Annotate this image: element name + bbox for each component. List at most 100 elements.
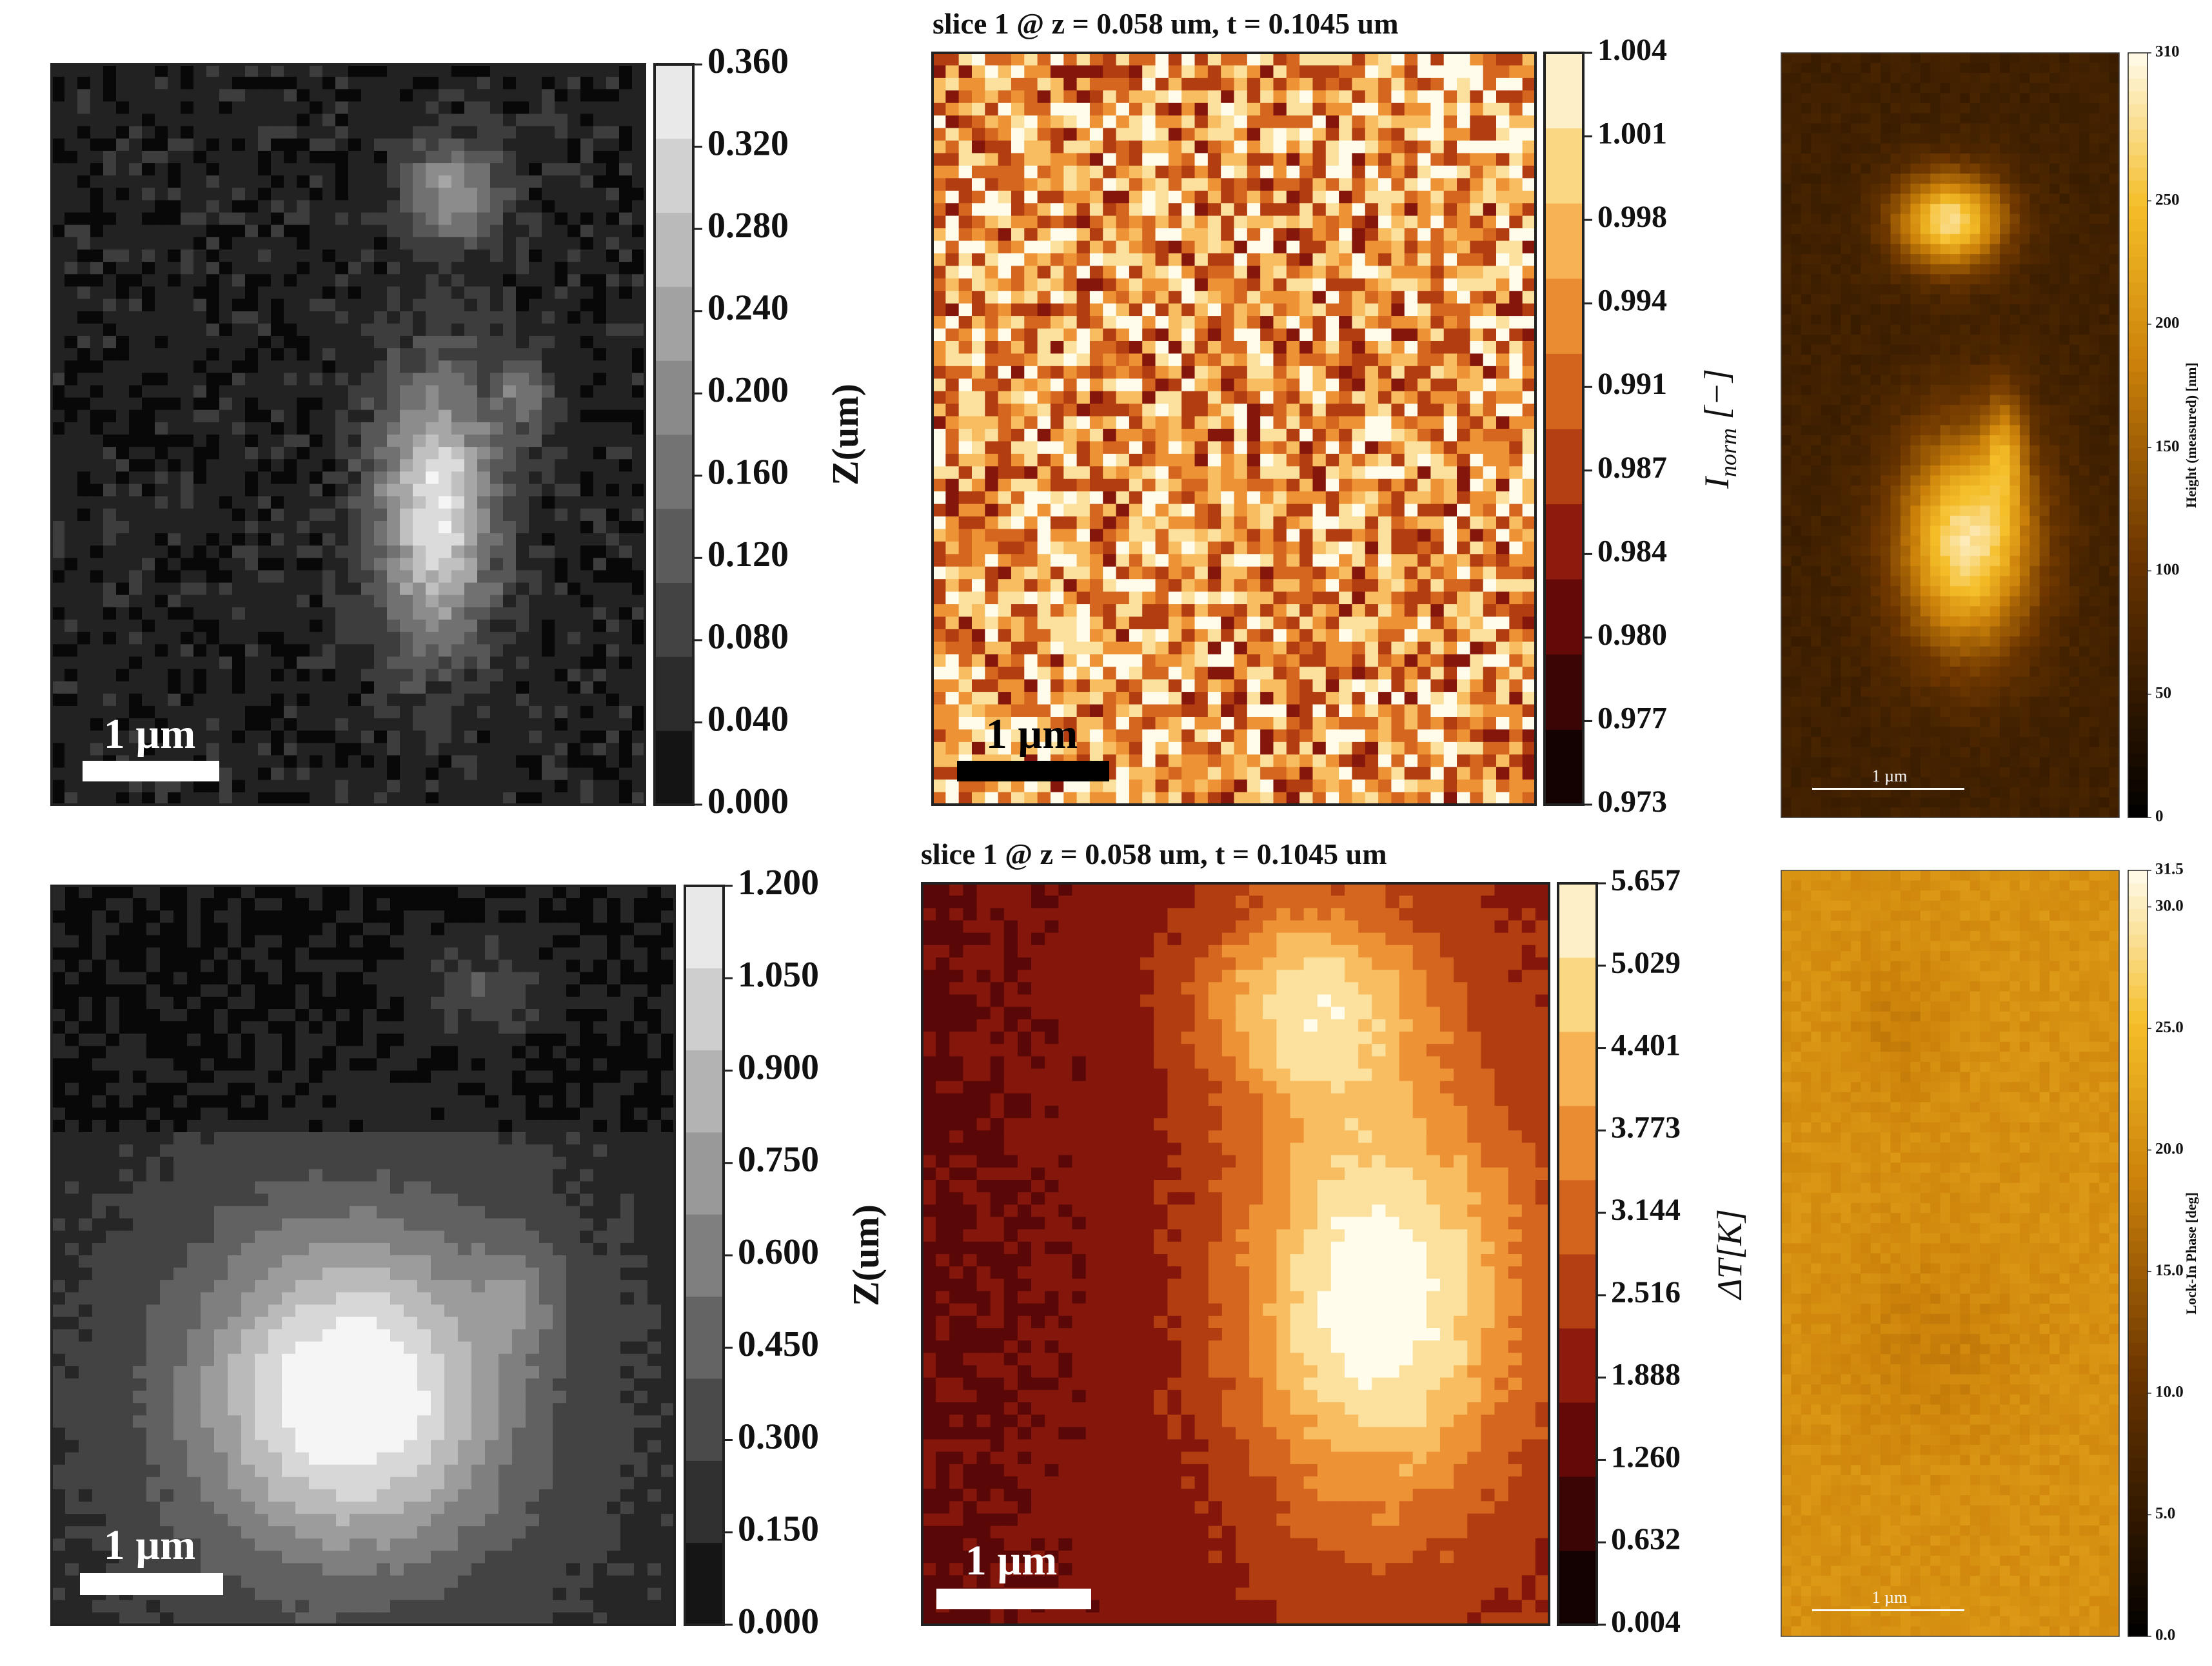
p1-cell xyxy=(490,373,504,386)
p1-cell xyxy=(284,632,297,645)
p2-cell xyxy=(1352,591,1366,605)
p1-cell xyxy=(529,496,542,509)
p1-cell xyxy=(348,632,362,645)
p1-cell xyxy=(413,409,426,423)
p2-cell xyxy=(1103,591,1117,605)
p1-cell xyxy=(400,459,413,472)
p1-cell xyxy=(310,496,323,509)
p1-cell xyxy=(232,705,246,719)
p1-cell xyxy=(348,669,362,682)
p2-cell xyxy=(1496,266,1510,279)
p2-cell xyxy=(933,616,946,630)
p2-cell xyxy=(1365,303,1379,317)
p1-cell xyxy=(451,471,465,485)
p2-cell xyxy=(1063,128,1078,141)
p2-cell xyxy=(1404,391,1418,404)
p1-cell xyxy=(77,64,91,77)
p2-cell xyxy=(1286,491,1300,505)
p1-cell xyxy=(193,373,207,386)
p1-cell xyxy=(116,286,130,300)
p1-cell xyxy=(181,693,194,707)
p2-cell xyxy=(933,604,946,618)
p2-cell xyxy=(1247,203,1261,217)
p1-cell xyxy=(181,545,194,558)
p2-cell xyxy=(1050,141,1064,154)
p2-cell xyxy=(1522,253,1536,266)
p1-cell xyxy=(129,620,143,632)
p1-cell xyxy=(271,113,284,127)
p1-cell xyxy=(413,397,426,411)
p2-cell xyxy=(1247,404,1261,417)
p1-cell xyxy=(181,360,194,373)
p2-cell xyxy=(971,491,985,505)
p1-cell xyxy=(413,520,426,534)
p1-cell xyxy=(542,64,555,77)
p1-cell xyxy=(52,594,65,608)
p1-cell xyxy=(503,286,517,300)
p2-cell xyxy=(1037,591,1051,605)
p1-cell xyxy=(580,212,594,226)
p1-cell xyxy=(580,224,594,238)
p2-cell xyxy=(1142,478,1156,492)
p2-cell xyxy=(1116,141,1130,154)
p1-cell xyxy=(593,274,607,287)
p2-cell xyxy=(1024,165,1038,179)
p1-cell xyxy=(568,743,581,756)
p1-cell xyxy=(219,237,233,250)
p1-cell xyxy=(116,693,130,707)
p1-cell xyxy=(619,545,633,558)
p2-cell xyxy=(1286,316,1300,329)
p1-cell xyxy=(116,607,130,620)
p2-cell xyxy=(1155,504,1169,517)
p2-cell xyxy=(1089,529,1103,542)
p1-cell xyxy=(387,533,400,546)
p1-cell xyxy=(168,435,181,447)
p2-cell xyxy=(1299,591,1314,605)
p2-cell xyxy=(971,566,985,580)
p1-cell xyxy=(245,299,259,312)
p1-cell xyxy=(632,755,646,769)
p1-cell xyxy=(426,792,439,805)
p1-cell xyxy=(103,779,117,793)
p1-cell xyxy=(129,632,143,645)
p1-cell xyxy=(387,632,400,645)
p1-cell xyxy=(542,594,555,608)
p2-cell xyxy=(1037,203,1051,217)
p1-cell xyxy=(297,620,310,632)
p1-cell xyxy=(400,200,413,213)
p1-cell xyxy=(116,435,130,447)
p1-cell xyxy=(542,188,555,201)
p1-cell xyxy=(77,212,91,226)
p2-cell xyxy=(1457,441,1470,455)
p1-cell xyxy=(245,508,259,522)
p2-cell xyxy=(945,629,960,642)
p1-cell xyxy=(400,360,413,373)
p1-cell xyxy=(52,730,65,743)
p1-cell xyxy=(271,435,284,447)
p1-cell xyxy=(568,644,581,657)
p1-cell xyxy=(593,496,607,509)
p2-cell xyxy=(1339,416,1353,429)
p1-cell xyxy=(310,681,323,694)
p2-cell xyxy=(1509,291,1523,304)
p2-cell xyxy=(1430,215,1445,229)
p1-cell xyxy=(52,335,65,349)
p1-cell xyxy=(361,150,375,164)
p2-cell xyxy=(1116,77,1130,91)
p2-cell xyxy=(1194,629,1209,642)
p1-cell xyxy=(503,730,517,743)
p1-cell xyxy=(258,620,272,632)
p2-cell xyxy=(1273,153,1287,166)
p2-cell xyxy=(1457,404,1470,417)
p2-cell xyxy=(1352,128,1366,141)
p2-cell xyxy=(1155,429,1169,442)
p1-cell xyxy=(555,64,568,77)
p2-cell xyxy=(1050,453,1064,467)
p2-cell xyxy=(1443,90,1457,104)
p2-cell xyxy=(1325,441,1339,455)
p1-cell xyxy=(374,175,388,188)
p1-cell xyxy=(142,669,155,682)
p1-cell xyxy=(284,286,297,300)
p2-cell xyxy=(971,378,985,392)
p2-cell xyxy=(1522,228,1536,242)
